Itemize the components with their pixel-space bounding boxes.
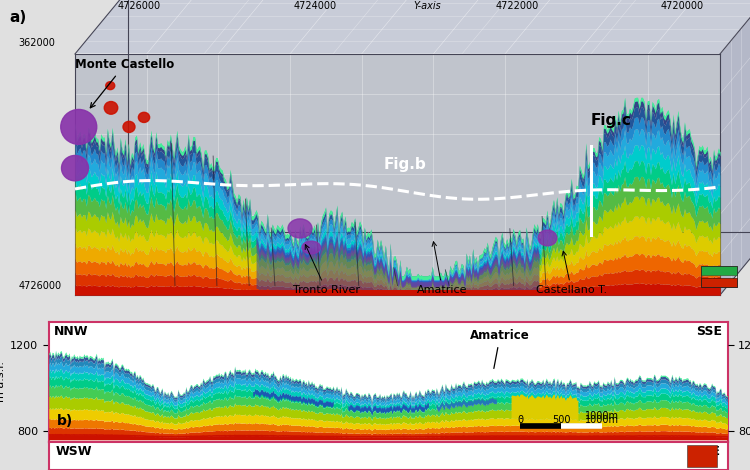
Ellipse shape xyxy=(104,102,118,114)
Text: WSW: WSW xyxy=(56,445,92,458)
Text: b): b) xyxy=(57,414,74,428)
Text: Y-axis: Y-axis xyxy=(413,1,441,11)
Bar xyxy=(701,278,737,287)
Text: Tronto River: Tronto River xyxy=(292,244,360,296)
Ellipse shape xyxy=(123,121,135,133)
Text: 0: 0 xyxy=(518,415,524,425)
Text: ESE: ESE xyxy=(694,445,721,458)
Polygon shape xyxy=(720,0,750,295)
Text: 4722000: 4722000 xyxy=(496,1,539,11)
Y-axis label: m a.s.l.: m a.s.l. xyxy=(0,361,6,402)
Text: SSE: SSE xyxy=(696,325,722,338)
Text: 4720000: 4720000 xyxy=(661,1,704,11)
Text: 1000m: 1000m xyxy=(585,415,619,425)
Ellipse shape xyxy=(288,219,312,238)
Text: 362000: 362000 xyxy=(19,38,55,48)
Text: NNW: NNW xyxy=(54,325,88,338)
Text: Castellano T.: Castellano T. xyxy=(536,251,607,296)
Bar xyxy=(701,266,737,287)
Ellipse shape xyxy=(106,82,115,90)
Text: 0: 0 xyxy=(518,411,524,421)
Text: 500: 500 xyxy=(552,411,571,421)
Polygon shape xyxy=(75,0,750,54)
Text: Fig.c: Fig.c xyxy=(591,113,632,128)
Bar xyxy=(687,445,717,467)
Text: 4726000: 4726000 xyxy=(19,281,62,290)
Ellipse shape xyxy=(61,110,97,144)
Ellipse shape xyxy=(538,230,556,246)
Ellipse shape xyxy=(138,112,149,123)
Text: 4724000: 4724000 xyxy=(293,1,337,11)
Text: a): a) xyxy=(9,9,26,24)
Text: 500: 500 xyxy=(552,415,571,425)
Text: Amatrice: Amatrice xyxy=(417,242,468,296)
Text: 1000m: 1000m xyxy=(585,411,619,421)
Ellipse shape xyxy=(62,156,88,181)
Ellipse shape xyxy=(302,241,321,254)
Text: 4726000: 4726000 xyxy=(117,1,160,11)
Text: Fig.b: Fig.b xyxy=(383,157,426,172)
Text: Monte Castello: Monte Castello xyxy=(75,58,174,108)
Text: Amatrice: Amatrice xyxy=(470,329,530,368)
Polygon shape xyxy=(75,54,720,295)
Bar xyxy=(701,266,737,275)
